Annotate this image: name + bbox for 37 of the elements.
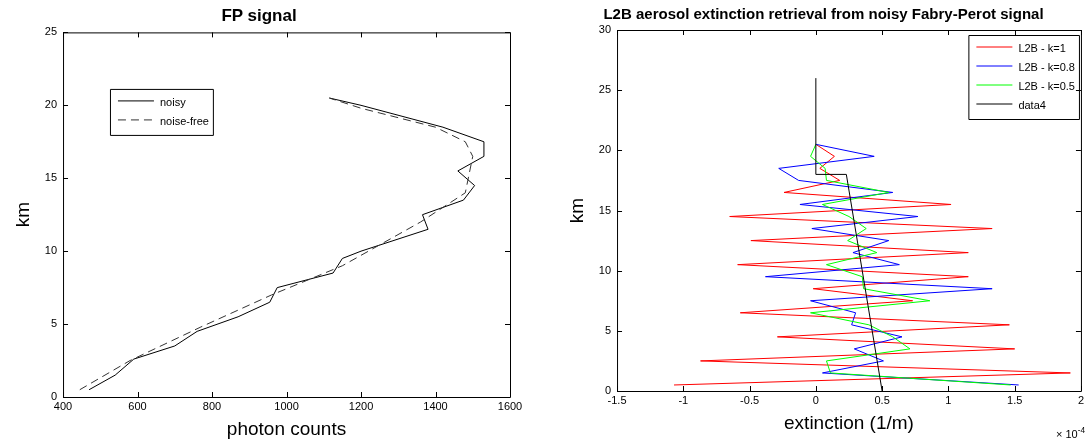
y-tick-label: 25 (598, 83, 612, 96)
x-axis-title: extinction (1/m) (784, 411, 914, 433)
x-tick-label: 1000 (274, 399, 299, 412)
legend-label: noisy (159, 95, 187, 108)
x-tick-label: 400 (53, 399, 73, 412)
y-tick-label: 25 (44, 25, 58, 38)
x-axis-title: photon counts (226, 417, 347, 439)
legend-label: L2B - k=1 (1018, 42, 1066, 55)
x-tick-label: 1.5 (1007, 393, 1023, 406)
x-tick-label: 800 (202, 399, 222, 412)
x-tick-label: 600 (128, 399, 147, 412)
x-tick-label: 0.5 (874, 393, 890, 406)
x-tick-label: 1600 (497, 399, 523, 412)
y-tick-label: 15 (598, 203, 612, 216)
y-tick-label: 30 (598, 23, 612, 36)
y-axis-title: km (565, 197, 587, 224)
y-tick-label: 5 (604, 323, 612, 336)
chart-title: L2B aerosol extinction retrieval from noisy Fabry-Perot signal (603, 5, 1044, 23)
x-tick-label: 1 (945, 393, 952, 406)
y-tick-label: 10 (598, 263, 612, 276)
y-tick-label: 15 (44, 171, 58, 184)
x-tick-label: 1200 (348, 399, 374, 412)
y-tick-label: 5 (50, 317, 58, 330)
x-tick-label: 1400 (423, 399, 448, 412)
x-tick-label: -0.5 (740, 393, 760, 406)
y-axis-title: km (11, 202, 33, 228)
y-tick-label: 20 (44, 98, 58, 111)
x-tick-label: 0 (812, 393, 819, 406)
legend-label: data4 (1018, 99, 1046, 112)
y-tick-label: 20 (598, 143, 612, 156)
chart-title: FP signal (221, 5, 297, 25)
x-tick-label: 2 (1077, 393, 1084, 406)
legend-label: L2B - k=0.8 (1018, 61, 1075, 74)
legend-label: L2B - k=0.5 (1018, 80, 1075, 93)
legend-label: noise-free (159, 114, 209, 127)
x-tick-label: -1 (678, 393, 689, 406)
y-tick-label: 10 (44, 244, 58, 257)
